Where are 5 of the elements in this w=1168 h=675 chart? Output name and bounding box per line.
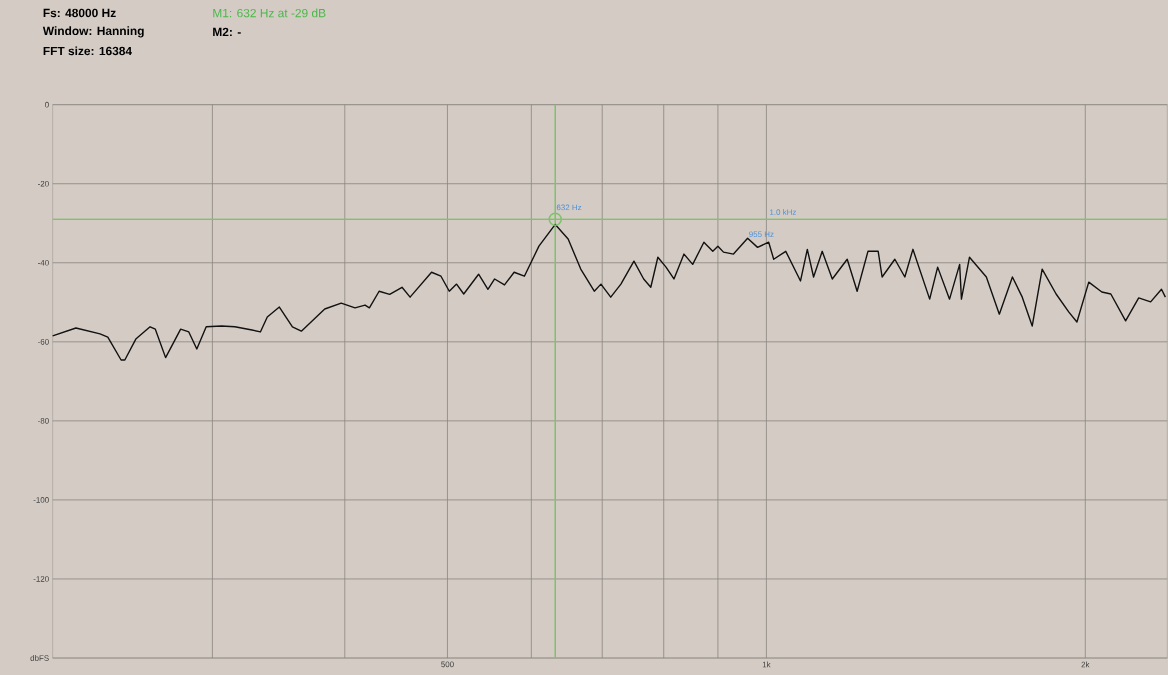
text: M2: -: [213, 27, 241, 37]
text: Window: Hanning: [42, 26, 144, 38]
text: Fs: 48000 Hz: [43, 8, 116, 18]
text: FFT size: 16384: [43, 46, 132, 56]
text: M1: 632 Hz at -29 dB: [213, 8, 326, 18]
